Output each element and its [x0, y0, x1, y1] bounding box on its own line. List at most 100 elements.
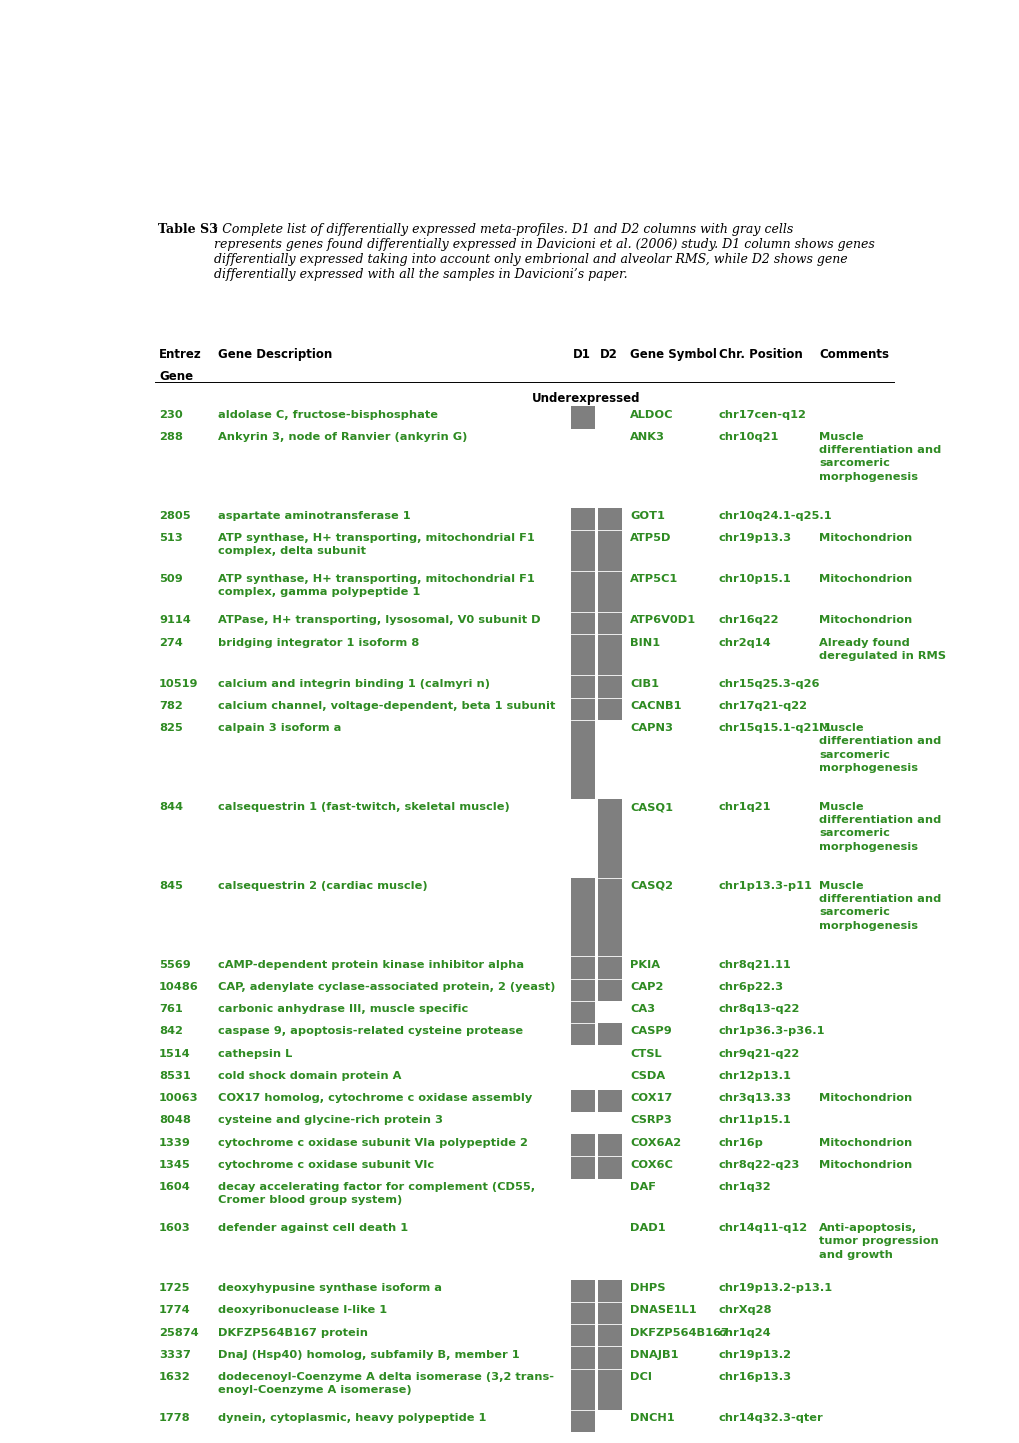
Text: deoxyhypusine synthase isoform a: deoxyhypusine synthase isoform a — [218, 1283, 442, 1293]
Text: chr9q21-q22: chr9q21-q22 — [718, 1049, 799, 1059]
Text: 1632: 1632 — [159, 1372, 191, 1382]
Text: Underexpressed: Underexpressed — [531, 392, 640, 405]
Text: DKFZP564B167 protein: DKFZP564B167 protein — [218, 1328, 368, 1338]
Text: Comments: Comments — [818, 348, 889, 361]
Text: decay accelerating factor for complement (CD55,
Cromer blood group system): decay accelerating factor for complement… — [218, 1182, 535, 1205]
Bar — [571, 1089, 594, 1113]
Text: chr16p: chr16p — [718, 1137, 763, 1147]
Text: Gene Description: Gene Description — [218, 348, 332, 361]
Text: Mitochondrion: Mitochondrion — [818, 574, 912, 584]
Text: COX6A2: COX6A2 — [630, 1137, 681, 1147]
Text: D2: D2 — [599, 348, 618, 361]
Text: 8048: 8048 — [159, 1115, 191, 1126]
Text: 761: 761 — [159, 1004, 182, 1014]
Text: 844: 844 — [159, 802, 183, 812]
Text: deoxyribonuclease I-like 1: deoxyribonuclease I-like 1 — [218, 1306, 387, 1316]
Text: chr10q21: chr10q21 — [718, 431, 779, 442]
Text: 274: 274 — [159, 638, 182, 648]
Text: Muscle
differentiation and
sarcomeric
morphogenesis: Muscle differentiation and sarcomeric mo… — [818, 723, 941, 773]
Text: PKIA: PKIA — [630, 960, 659, 970]
Text: 3337: 3337 — [159, 1349, 191, 1359]
Text: Gene Symbol: Gene Symbol — [630, 348, 716, 361]
Text: Muscle
differentiation and
sarcomeric
morphogenesis: Muscle differentiation and sarcomeric mo… — [818, 880, 941, 931]
Text: ATP6V0D1: ATP6V0D1 — [630, 615, 696, 625]
Text: ATP synthase, H+ transporting, mitochondrial F1
complex, gamma polypeptide 1: ATP synthase, H+ transporting, mitochond… — [218, 574, 535, 597]
Text: chrXq28: chrXq28 — [718, 1306, 771, 1316]
Text: caspase 9, apoptosis-related cysteine protease: caspase 9, apoptosis-related cysteine pr… — [218, 1026, 523, 1036]
Text: CIB1: CIB1 — [630, 678, 658, 688]
Text: 288: 288 — [159, 431, 182, 442]
Text: 1604: 1604 — [159, 1182, 191, 1192]
Text: 513: 513 — [159, 532, 182, 543]
Text: aldolase C, fructose-bisphosphate: aldolase C, fructose-bisphosphate — [218, 410, 438, 420]
Text: chr19p13.3: chr19p13.3 — [718, 532, 791, 543]
Text: CAP2: CAP2 — [630, 983, 663, 991]
Text: CAP, adenylate cyclase-associated protein, 2 (yeast): CAP, adenylate cyclase-associated protei… — [218, 983, 555, 991]
Text: 10486: 10486 — [159, 983, 199, 991]
Text: CASQ1: CASQ1 — [630, 802, 673, 812]
Text: chr1q21: chr1q21 — [718, 802, 770, 812]
Text: chr8q22-q23: chr8q22-q23 — [718, 1160, 799, 1170]
Text: cAMP-dependent protein kinase inhibitor alpha: cAMP-dependent protein kinase inhibitor … — [218, 960, 524, 970]
Text: chr17cen-q12: chr17cen-q12 — [718, 410, 806, 420]
Text: CAPN3: CAPN3 — [630, 723, 673, 733]
Text: DHPS: DHPS — [630, 1283, 665, 1293]
Text: 25874: 25874 — [159, 1328, 199, 1338]
Text: ATP synthase, H+ transporting, mitochondrial F1
complex, delta subunit: ATP synthase, H+ transporting, mitochond… — [218, 532, 535, 557]
Text: 1603: 1603 — [159, 1224, 191, 1234]
Text: DAD1: DAD1 — [630, 1224, 665, 1234]
Text: 1725: 1725 — [159, 1283, 191, 1293]
Text: 1778: 1778 — [159, 1413, 191, 1423]
Bar — [597, 1134, 621, 1179]
Text: 509: 509 — [159, 574, 182, 584]
Text: CASP9: CASP9 — [630, 1026, 672, 1036]
Text: 842: 842 — [159, 1026, 182, 1036]
Text: aspartate aminotransferase 1: aspartate aminotransferase 1 — [218, 511, 411, 521]
Text: ATPase, H+ transporting, lysosomal, V0 subunit D: ATPase, H+ transporting, lysosomal, V0 s… — [218, 615, 540, 625]
Text: Table S3: Table S3 — [157, 224, 217, 237]
Bar — [571, 407, 594, 429]
Text: chr15q25.3-q26: chr15q25.3-q26 — [718, 678, 819, 688]
Text: chr10p15.1: chr10p15.1 — [718, 574, 791, 584]
Bar — [597, 1280, 621, 1410]
Text: 845: 845 — [159, 880, 182, 890]
Text: CSDA: CSDA — [630, 1071, 664, 1081]
Text: chr19p13.2: chr19p13.2 — [718, 1349, 791, 1359]
Text: Mitochondrion: Mitochondrion — [818, 1160, 912, 1170]
Text: CASQ2: CASQ2 — [630, 880, 673, 890]
Text: ATP5C1: ATP5C1 — [630, 574, 678, 584]
Text: CTSL: CTSL — [630, 1049, 661, 1059]
Text: chr1q32: chr1q32 — [718, 1182, 770, 1192]
Bar — [571, 1134, 594, 1179]
Text: D1: D1 — [573, 348, 591, 361]
Text: chr1q24: chr1q24 — [718, 1328, 770, 1338]
Text: Mitochondrion: Mitochondrion — [818, 1094, 912, 1102]
Text: Chr. Position: Chr. Position — [718, 348, 802, 361]
Text: 9114: 9114 — [159, 615, 191, 625]
Text: chr16q22: chr16q22 — [718, 615, 779, 625]
Text: dynein, cytoplasmic, heavy polypeptide 1: dynein, cytoplasmic, heavy polypeptide 1 — [218, 1413, 486, 1423]
Text: GOT1: GOT1 — [630, 511, 664, 521]
Text: 782: 782 — [159, 701, 182, 711]
Text: Mitochondrion: Mitochondrion — [818, 532, 912, 543]
Text: defender against cell death 1: defender against cell death 1 — [218, 1224, 409, 1234]
Text: chr19p13.2-p13.1: chr19p13.2-p13.1 — [718, 1283, 833, 1293]
Bar — [597, 1089, 621, 1113]
Text: calcium channel, voltage-dependent, beta 1 subunit: calcium channel, voltage-dependent, beta… — [218, 701, 555, 711]
Text: cysteine and glycine-rich protein 3: cysteine and glycine-rich protein 3 — [218, 1115, 443, 1126]
Text: DNASE1L1: DNASE1L1 — [630, 1306, 696, 1316]
Text: cytochrome c oxidase subunit VIa polypeptide 2: cytochrome c oxidase subunit VIa polypep… — [218, 1137, 528, 1147]
Text: DNAJB1: DNAJB1 — [630, 1349, 678, 1359]
Text: Muscle
differentiation and
sarcomeric
morphogenesis: Muscle differentiation and sarcomeric mo… — [818, 431, 941, 482]
Text: DAF: DAF — [630, 1182, 655, 1192]
Text: DCI: DCI — [630, 1372, 651, 1382]
Text: cold shock domain protein A: cold shock domain protein A — [218, 1071, 401, 1081]
Text: cathepsin L: cathepsin L — [218, 1049, 292, 1059]
Text: 825: 825 — [159, 723, 182, 733]
Text: chr8q21.11: chr8q21.11 — [718, 960, 791, 970]
Text: chr10q24.1-q25.1: chr10q24.1-q25.1 — [718, 511, 832, 521]
Text: Gene: Gene — [159, 369, 193, 382]
Text: 1774: 1774 — [159, 1306, 191, 1316]
Text: chr8q13-q22: chr8q13-q22 — [718, 1004, 799, 1014]
Text: Anti-apoptosis,
tumor progression
and growth: Anti-apoptosis, tumor progression and gr… — [818, 1224, 938, 1260]
